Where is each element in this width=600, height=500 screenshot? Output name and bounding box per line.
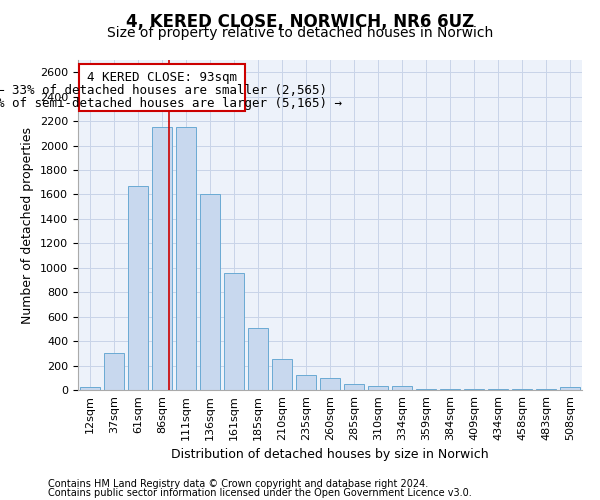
Bar: [80, 387, 100, 390]
Text: 4, KERED CLOSE, NORWICH, NR6 6UZ: 4, KERED CLOSE, NORWICH, NR6 6UZ: [126, 12, 474, 30]
Text: Contains public sector information licensed under the Open Government Licence v3: Contains public sector information licen…: [48, 488, 472, 498]
Text: 67% of semi-detached houses are larger (5,165) →: 67% of semi-detached houses are larger (…: [0, 96, 342, 110]
Bar: [368, 386, 388, 390]
Bar: [416, 389, 436, 390]
Y-axis label: Number of detached properties: Number of detached properties: [22, 126, 34, 324]
FancyBboxPatch shape: [79, 64, 245, 112]
Text: 4 KERED CLOSE: 93sqm: 4 KERED CLOSE: 93sqm: [87, 71, 237, 84]
Bar: [464, 389, 484, 390]
Bar: [272, 360, 292, 390]
Bar: [296, 376, 316, 390]
Bar: [392, 386, 412, 390]
Bar: [344, 384, 364, 390]
Bar: [440, 389, 460, 390]
Bar: [152, 127, 172, 390]
Bar: [248, 328, 268, 390]
Bar: [176, 127, 196, 390]
Bar: [104, 354, 124, 390]
Text: Contains HM Land Registry data © Crown copyright and database right 2024.: Contains HM Land Registry data © Crown c…: [48, 479, 428, 489]
Bar: [488, 389, 508, 390]
Text: Size of property relative to detached houses in Norwich: Size of property relative to detached ho…: [107, 26, 493, 40]
Bar: [200, 194, 220, 390]
X-axis label: Distribution of detached houses by size in Norwich: Distribution of detached houses by size …: [171, 448, 489, 461]
Bar: [224, 272, 244, 390]
Bar: [560, 387, 580, 390]
Bar: [320, 378, 340, 390]
Text: ← 33% of detached houses are smaller (2,565): ← 33% of detached houses are smaller (2,…: [0, 84, 327, 97]
Bar: [128, 186, 148, 390]
